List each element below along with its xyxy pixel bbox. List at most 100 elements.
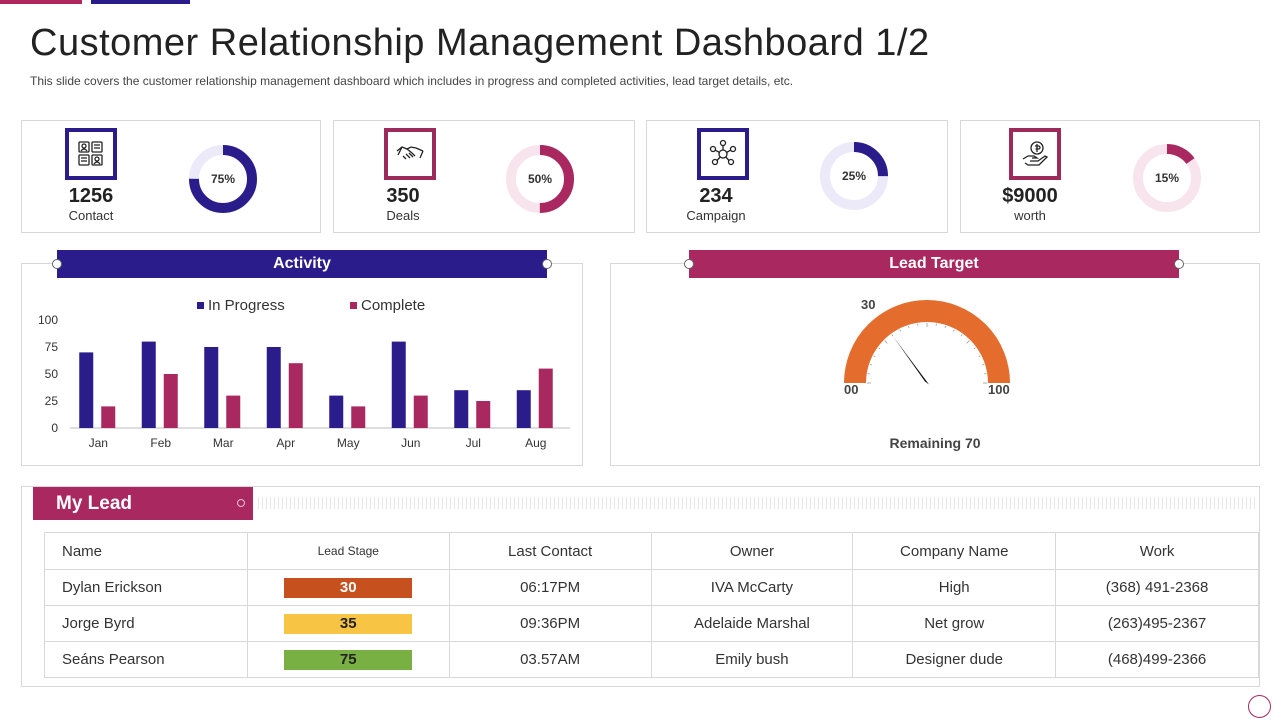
legend-in-progress: In Progress: [197, 297, 285, 314]
top-accent-bar-pink: [0, 0, 82, 4]
bar-in-progress-feb: [141, 341, 156, 428]
x-tick-label: Jul: [466, 436, 481, 450]
gauge-max-label: 100: [988, 382, 1010, 397]
cell-name: Dylan Erickson: [44, 569, 248, 606]
bar-complete-jan: [101, 406, 116, 428]
gauge-tick: [982, 364, 985, 366]
kpi-value: 350: [386, 185, 420, 207]
kpi-card-campaign: 234 Campaign 25%: [646, 120, 948, 233]
table-header-row: Name Lead Stage Last Contact Owner Compa…: [44, 532, 1259, 570]
gauge-tick: [884, 340, 888, 344]
contact-book-icon: [65, 128, 117, 180]
legend-label: In Progress: [208, 297, 285, 314]
bar-in-progress-jun: [391, 341, 406, 428]
kpi-percent: 15%: [1155, 171, 1179, 185]
kpi-card-contact: 1256 Contact 75%: [21, 120, 321, 233]
cell-company: Net grow: [852, 605, 1057, 642]
table-row: Seáns Pearson 75 03.57AM Emily bush Desi…: [44, 641, 1259, 678]
ribbon-dot-left: [684, 259, 694, 269]
bar-complete-may: [351, 406, 366, 428]
y-tick-label: 50: [45, 367, 59, 381]
kpi-percent: 25%: [842, 169, 866, 183]
gauge-value-label: 30: [861, 297, 875, 312]
money-hand-icon: [1009, 128, 1061, 180]
gauge-tick: [952, 329, 955, 332]
handshake-icon: [384, 128, 436, 180]
col-header-company: Company Name: [852, 532, 1057, 570]
kpi-donut: 50%: [506, 145, 574, 213]
kpi-label: worth: [1014, 208, 1046, 223]
bar-complete-mar: [226, 395, 241, 428]
x-tick-label: Feb: [150, 436, 171, 450]
cell-owner: Emily bush: [650, 641, 854, 678]
cell-owner: IVA McCarty: [650, 569, 854, 606]
lead-target-ribbon: Lead Target: [684, 250, 1184, 278]
gauge-tick: [878, 347, 881, 350]
tab-ring-decoration: [237, 499, 245, 507]
gauge-tick: [944, 325, 946, 328]
kpi-value: 234: [699, 185, 733, 207]
gauge-tick: [869, 364, 872, 366]
legend-complete: Complete: [350, 297, 425, 314]
bar-in-progress-jan: [79, 352, 94, 428]
my-lead-divider: [258, 497, 1258, 509]
gauge-ticks: [867, 323, 987, 384]
kpi-label: Deals: [386, 208, 420, 223]
page-title: Customer Relationship Management Dashboa…: [30, 22, 930, 64]
col-header-last-contact: Last Contact: [448, 532, 652, 570]
lead-stage-bar: 30: [284, 577, 413, 598]
y-tick-label: 0: [51, 421, 58, 435]
cell-company: Designer dude: [852, 641, 1057, 678]
cell-company: High: [852, 569, 1057, 606]
kpi-donut: 75%: [189, 145, 257, 213]
col-header-work: Work: [1055, 532, 1259, 570]
kpi-donut: 15%: [1133, 144, 1201, 212]
x-tick-label: Jan: [89, 436, 108, 450]
cell-work: (368) 491-2368: [1055, 569, 1259, 606]
bar-in-progress-may: [329, 395, 344, 428]
bar-in-progress-jul: [454, 390, 469, 428]
kpi-label: Campaign: [686, 208, 746, 223]
cell-lead-stage: 30: [246, 569, 450, 606]
lead-target-title: Lead Target: [889, 255, 979, 272]
bar-complete-jul: [476, 401, 491, 428]
cell-owner: Adelaide Marshal: [650, 605, 854, 642]
x-tick-label: Aug: [525, 436, 546, 450]
kpi-card-deals: 350 Deals 50%: [333, 120, 635, 233]
x-tick-label: Mar: [213, 436, 234, 450]
bar-in-progress-aug: [516, 390, 531, 428]
lead-target-gauge: 00 100 30: [844, 297, 1010, 397]
lead-stage-bar: 75: [284, 649, 413, 670]
ribbon-dot-left: [52, 259, 62, 269]
lead-target-panel: [610, 263, 1260, 466]
gauge-needle: [892, 336, 930, 385]
ribbon-dot-right: [1174, 259, 1184, 269]
gauge-tick: [960, 334, 963, 337]
col-header-lead-stage: Lead Stage: [246, 532, 450, 570]
cell-name: Seáns Pearson: [44, 641, 248, 678]
bar-complete-feb: [163, 374, 178, 428]
kpi-percent: 50%: [528, 172, 552, 186]
kpi-card-worth: $9000 worth 15%: [960, 120, 1260, 233]
ribbon-dot-right: [542, 259, 552, 269]
kpi-donut: 25%: [820, 142, 888, 210]
y-tick-label: 100: [38, 313, 58, 327]
y-tick-label: 25: [45, 394, 59, 408]
kpi-label: Contact: [68, 208, 114, 223]
cell-name: Jorge Byrd: [44, 605, 248, 642]
bar-complete-jun: [413, 395, 428, 428]
bar-in-progress-apr: [266, 347, 281, 428]
cell-last-contact: 09:36PM: [448, 605, 652, 642]
cell-work: (468)499-2366: [1055, 641, 1259, 678]
gauge-arc: [844, 300, 1010, 384]
remaining-label: Remaining 70: [889, 435, 981, 451]
gauge-tick: [978, 355, 981, 358]
kpi-value: 1256: [68, 185, 114, 207]
corner-ring-decoration: [1248, 695, 1271, 718]
cell-work: (263)495-2367: [1055, 605, 1259, 642]
gauge-min-label: 00: [844, 382, 858, 397]
x-tick-label: Apr: [276, 436, 295, 450]
kpi-value: $9000: [1002, 185, 1058, 207]
table-row: Dylan Erickson 30 06:17PM IVA McCarty Hi…: [44, 569, 1259, 606]
gauge-tick: [908, 325, 910, 328]
